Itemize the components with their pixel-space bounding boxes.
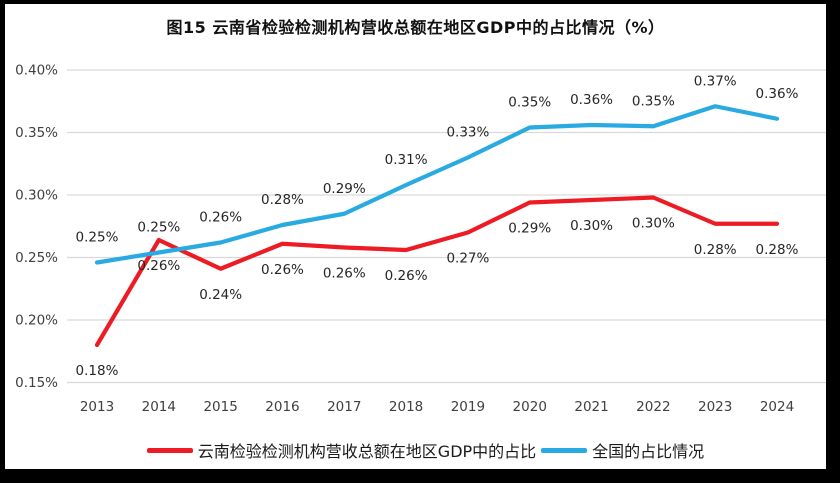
data-label: 0.36%	[756, 86, 799, 102]
y-axis-tick-label: 0.15%	[15, 375, 58, 391]
data-label: 0.30%	[570, 218, 613, 234]
data-label: 0.26%	[199, 210, 242, 226]
data-label: 0.28%	[261, 192, 304, 208]
yunnan-series-label: 云南检验检测机构营收总额在地区GDP中的占比	[197, 442, 537, 461]
data-label: 0.28%	[694, 242, 737, 258]
data-label: 0.35%	[632, 93, 675, 109]
data-label: 0.18%	[76, 363, 119, 379]
data-label: 0.37%	[694, 73, 737, 89]
y-axis-tick-label: 0.40%	[15, 63, 58, 79]
data-label: 0.26%	[385, 268, 428, 284]
data-label: 0.28%	[756, 242, 799, 258]
national-series-label: 全国的占比情况	[592, 442, 705, 461]
national-series-line	[94, 104, 780, 265]
data-label: 0.35%	[508, 95, 551, 111]
yunnan-series-swatch	[146, 447, 193, 453]
national-series-swatch	[541, 447, 588, 453]
legend-item-national: 全国的占比情况	[541, 438, 704, 462]
yunnan-series-line	[94, 195, 780, 348]
x-axis-tick-label: 2021	[574, 399, 608, 415]
x-axis-tick-label: 2019	[451, 399, 485, 415]
data-label: 0.30%	[632, 216, 675, 232]
data-label: 0.27%	[446, 251, 489, 267]
data-label: 0.26%	[323, 266, 366, 282]
x-axis-tick-label: 2018	[389, 399, 423, 415]
x-axis-tick-label: 2020	[513, 399, 547, 415]
x-axis-tick-label: 2017	[327, 399, 361, 415]
chart-title: 图15 云南省检验检测机构营收总额在地区GDP中的占比情况（%）	[166, 18, 665, 37]
data-label: 0.26%	[261, 262, 304, 278]
line-chart: 0.40% 0.35% 0.30% 0.25% 0.20% 0.15% 2013 2014 20…	[15, 63, 826, 415]
x-axis-tick-label: 2013	[80, 399, 114, 415]
x-axis-tick-label: 2014	[142, 399, 176, 415]
data-label: 0.29%	[508, 221, 551, 237]
x-axis-tick-label: 2015	[203, 399, 237, 415]
data-label: 0.31%	[385, 152, 428, 168]
data-label: 0.24%	[199, 287, 242, 303]
y-axis-tick-label: 0.35%	[15, 125, 58, 141]
x-axis-tick-label: 2022	[636, 399, 670, 415]
data-label: 0.29%	[323, 181, 366, 197]
data-label: 0.25%	[76, 230, 119, 246]
y-axis-tick-label: 0.25%	[15, 250, 58, 266]
data-label: 0.36%	[570, 92, 613, 108]
x-axis-tick-label: 2016	[265, 399, 299, 415]
data-label: 0.33%	[446, 125, 489, 141]
legend-item-yunnan: 云南检验检测机构营收总额在地区GDP中的占比	[146, 438, 537, 462]
x-axis-tick-label: 2024	[760, 399, 794, 415]
chart-legend: 云南检验检测机构营收总额在地区GDP中的占比 全国的占比情况	[5, 438, 826, 462]
y-axis-tick-label: 0.20%	[15, 313, 58, 329]
x-axis-tick-label: 2023	[698, 399, 732, 415]
chart-canvas: 图15 云南省检验检测机构营收总额在地区GDP中的占比情况（%） 0.40% 0.…	[5, 4, 826, 469]
data-label: 0.26%	[137, 258, 180, 274]
y-axis-tick-label: 0.30%	[15, 188, 58, 204]
data-label: 0.25%	[137, 220, 180, 236]
